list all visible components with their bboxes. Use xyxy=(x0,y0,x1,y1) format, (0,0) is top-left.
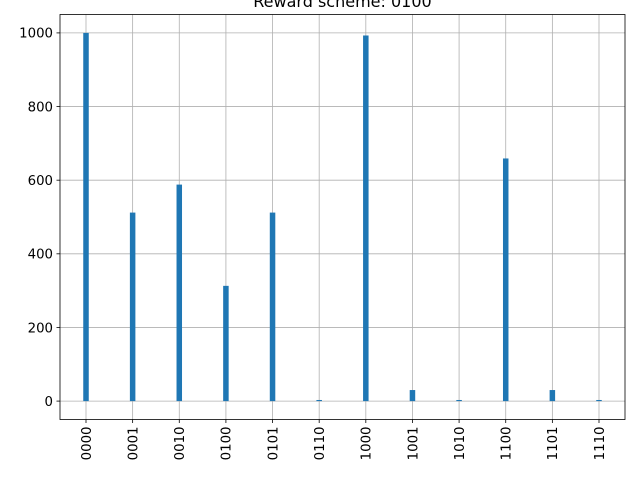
x-tick-label: 1000 xyxy=(360,427,375,461)
y-tick-label: 0 xyxy=(45,395,53,410)
chart-title: Reward scheme: 0100 xyxy=(253,0,431,11)
x-tick-label: 0101 xyxy=(266,427,281,461)
bar-0100 xyxy=(223,285,229,402)
bar-0001 xyxy=(129,212,136,402)
axes-frame xyxy=(59,14,626,420)
x-tick-label: 0001 xyxy=(126,427,141,461)
x-tick-label: 0110 xyxy=(313,427,328,461)
x-tick-label: 1010 xyxy=(453,427,468,461)
x-tick-label: 1001 xyxy=(406,427,421,461)
y-tick-label: 1000 xyxy=(19,27,53,42)
bar-0000 xyxy=(83,32,89,402)
bar-1101 xyxy=(549,390,556,402)
bars-layer xyxy=(83,32,602,402)
bar-1100 xyxy=(502,158,509,402)
bar-1110 xyxy=(596,399,602,402)
x-tick-label: 0010 xyxy=(173,427,188,461)
x-tick-label: 1101 xyxy=(546,427,561,461)
bar-0010 xyxy=(176,184,183,402)
bar-1000 xyxy=(363,35,369,402)
y-tick-label: 800 xyxy=(28,100,53,115)
bar-1010 xyxy=(456,399,462,402)
x-tick-label: 0100 xyxy=(220,427,235,461)
y-tick-label: 400 xyxy=(28,248,53,263)
bar-1001 xyxy=(409,390,416,402)
bar-0110 xyxy=(316,399,322,402)
ticks-layer: 0 200 400 600 800 1000 0000 0001 0010 0100 0101 011… xyxy=(19,27,608,461)
y-tick-label: 600 xyxy=(28,174,53,189)
x-tick-label: 0000 xyxy=(80,427,95,461)
y-tick-label: 200 xyxy=(28,321,53,336)
bar-0101 xyxy=(269,212,276,402)
x-tick-label: 1110 xyxy=(593,427,608,461)
x-tick-label: 1100 xyxy=(500,427,515,461)
grid-layer xyxy=(60,14,625,420)
